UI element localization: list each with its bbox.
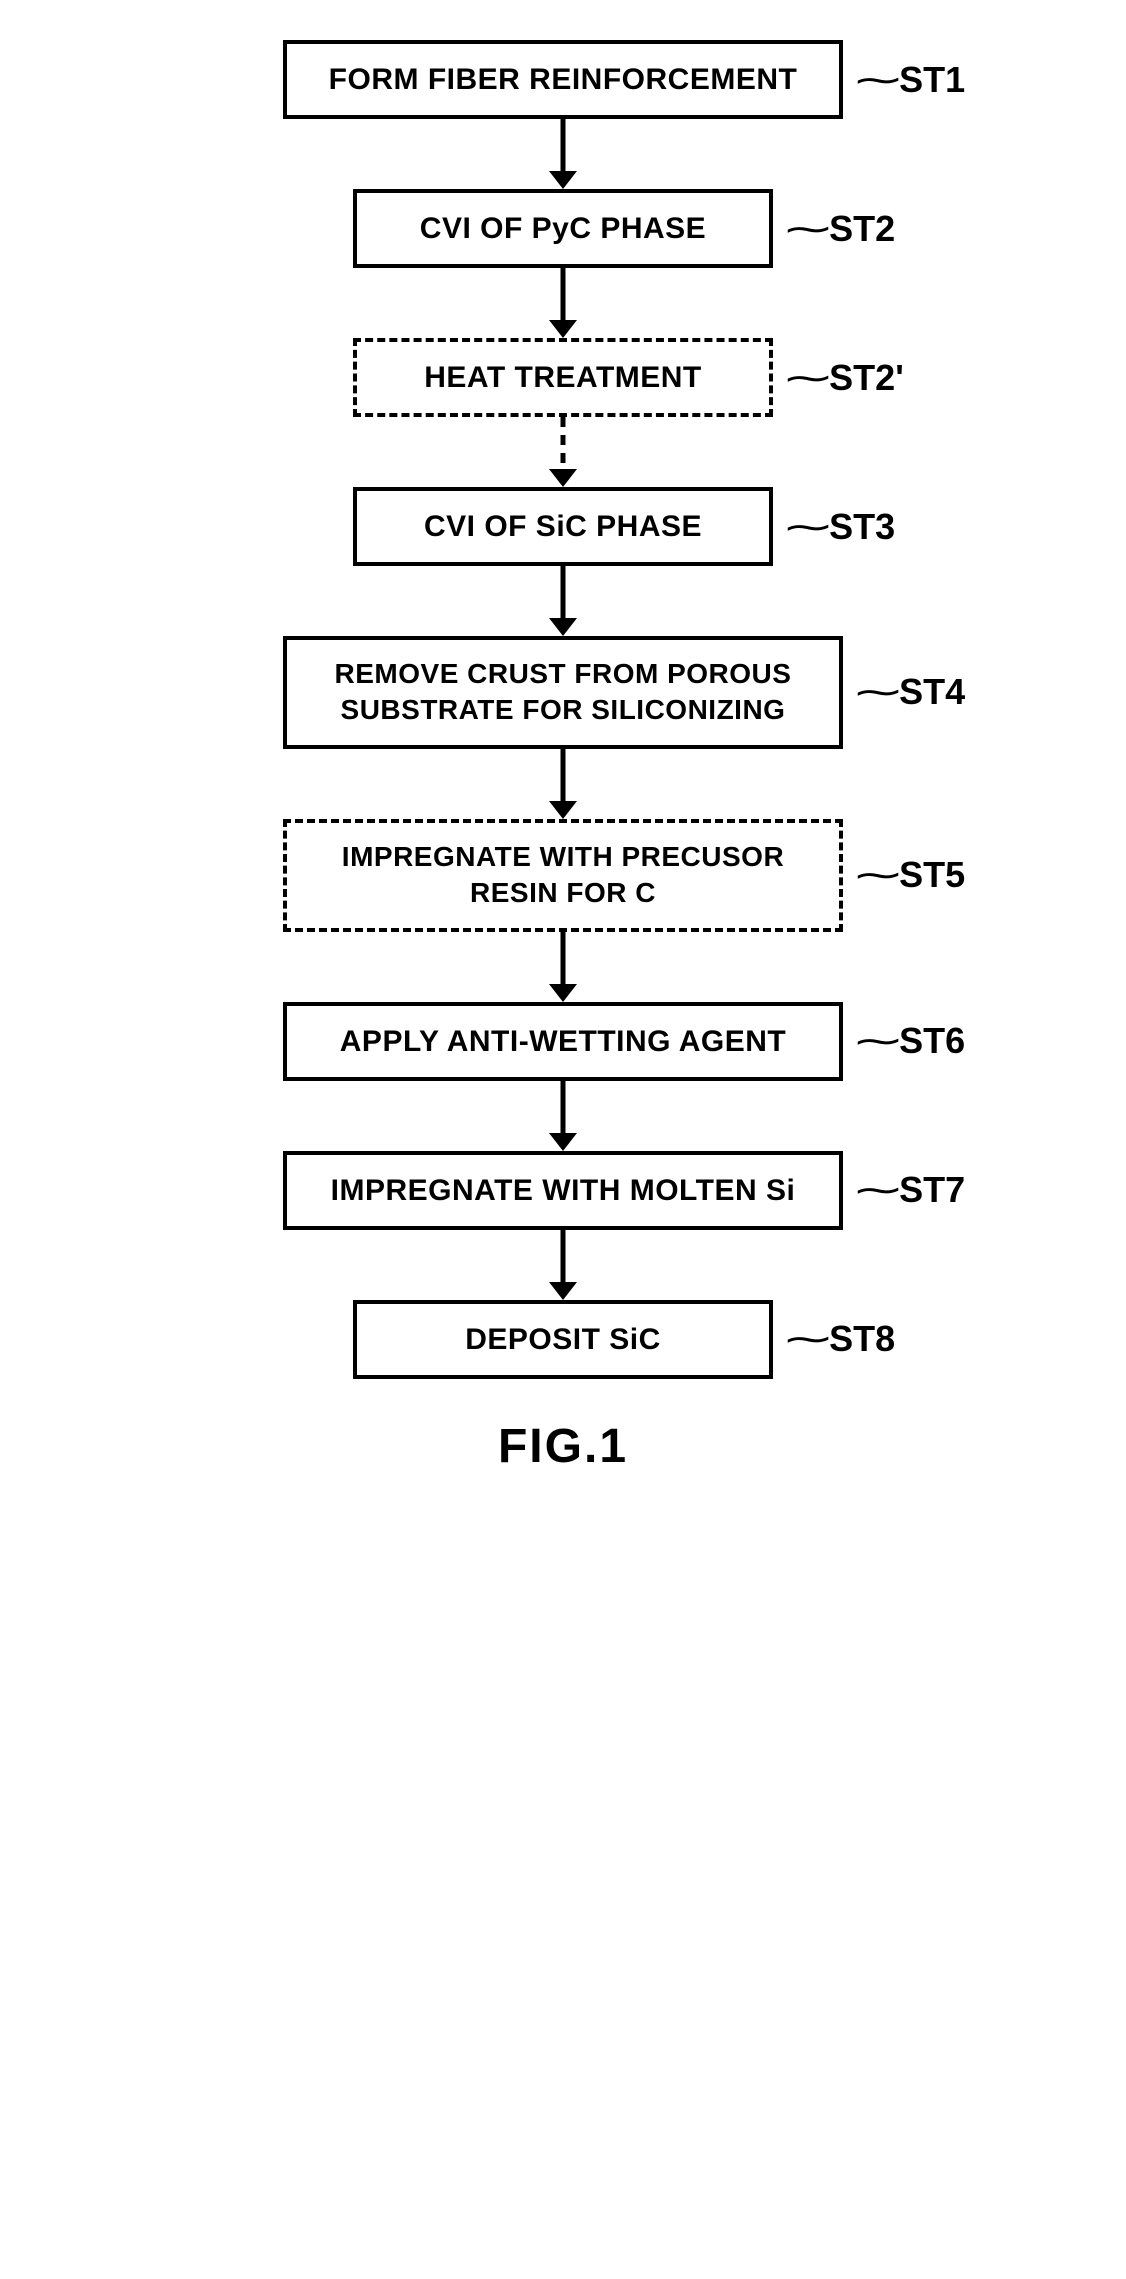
step-row: IMPREGNATE WITH PRECUSORRESIN FOR C∼ST5 — [283, 819, 843, 932]
step-label: ∼ST6 — [863, 1020, 965, 1062]
step-row: IMPREGNATE WITH MOLTEN Si∼ST7 — [283, 1151, 843, 1230]
step-label: ∼ST7 — [863, 1169, 965, 1211]
arrow-icon — [543, 119, 583, 189]
step-label: ∼ST8 — [793, 1318, 895, 1360]
arrow-icon — [543, 417, 583, 487]
step-box: DEPOSIT SiC — [353, 1300, 773, 1379]
flowchart: FORM FIBER REINFORCEMENT∼ST1 CVI OF PyC P… — [283, 40, 843, 1379]
arrow-icon — [543, 932, 583, 1002]
arrow-icon — [543, 566, 583, 636]
arrow-icon — [543, 1081, 583, 1151]
figure-title: FIG.1 — [498, 1419, 628, 1474]
step-label: ∼ST5 — [863, 854, 965, 896]
step-box: FORM FIBER REINFORCEMENT — [283, 40, 843, 119]
step-box: CVI OF PyC PHASE — [353, 189, 773, 268]
step-box: IMPREGNATE WITH PRECUSORRESIN FOR C — [283, 819, 843, 932]
arrow-icon — [543, 749, 583, 819]
step-box: REMOVE CRUST FROM POROUSSUBSTRATE FOR SI… — [283, 636, 843, 749]
step-row: CVI OF SiC PHASE∼ST3 — [353, 487, 773, 566]
step-label: ∼ST3 — [793, 506, 895, 548]
step-label: ∼ST4 — [863, 671, 965, 713]
step-label: ∼ST1 — [863, 59, 965, 101]
arrow-icon — [543, 268, 583, 338]
step-row: HEAT TREATMENT∼ST2' — [353, 338, 773, 417]
step-box: IMPREGNATE WITH MOLTEN Si — [283, 1151, 843, 1230]
step-row: FORM FIBER REINFORCEMENT∼ST1 — [283, 40, 843, 119]
step-label: ∼ST2' — [793, 357, 904, 399]
step-box: HEAT TREATMENT — [353, 338, 773, 417]
step-row: APPLY ANTI-WETTING AGENT∼ST6 — [283, 1002, 843, 1081]
step-row: DEPOSIT SiC∼ST8 — [353, 1300, 773, 1379]
arrow-icon — [543, 1230, 583, 1300]
step-row: REMOVE CRUST FROM POROUSSUBSTRATE FOR SI… — [283, 636, 843, 749]
step-label: ∼ST2 — [793, 208, 895, 250]
step-row: CVI OF PyC PHASE∼ST2 — [353, 189, 773, 268]
step-box: APPLY ANTI-WETTING AGENT — [283, 1002, 843, 1081]
step-box: CVI OF SiC PHASE — [353, 487, 773, 566]
